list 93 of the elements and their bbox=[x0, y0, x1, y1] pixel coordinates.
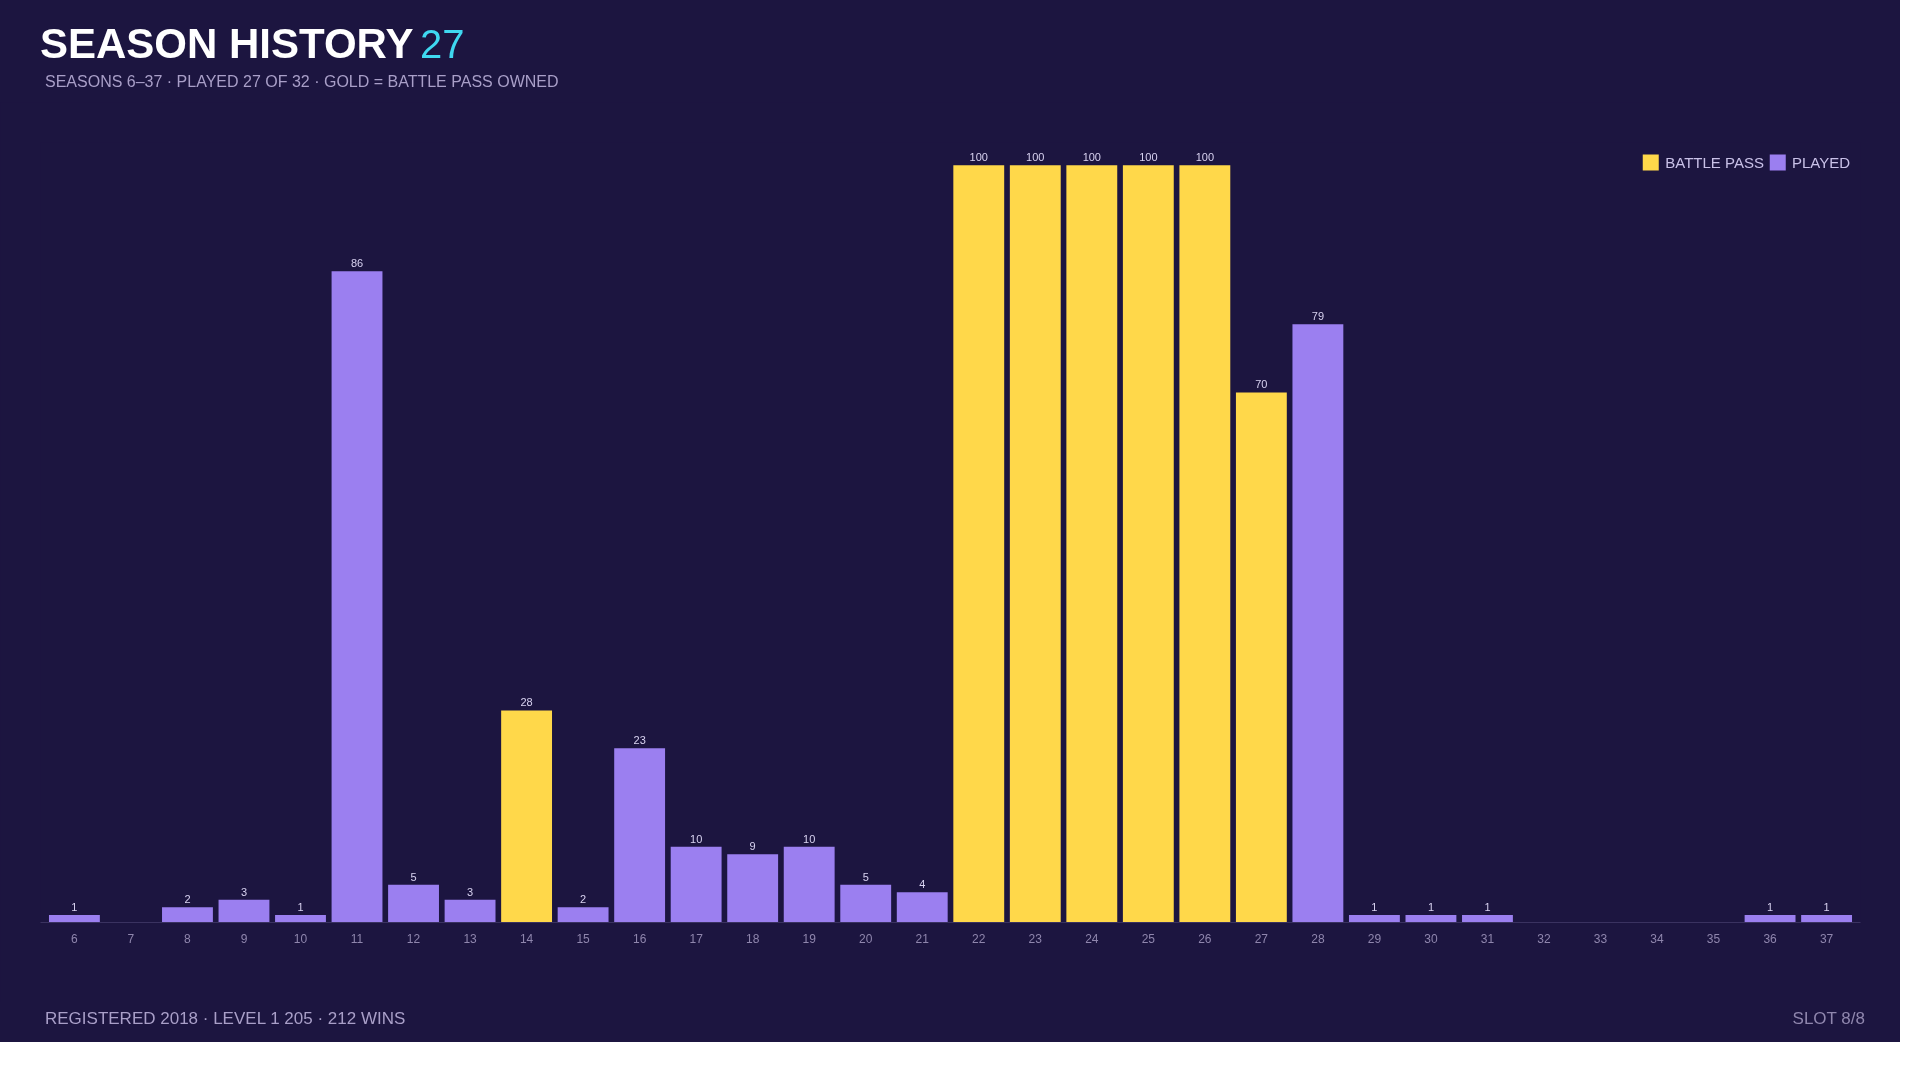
legend-label: BATTLE PASS bbox=[1665, 153, 1764, 171]
bar bbox=[275, 914, 326, 923]
bar bbox=[614, 748, 666, 923]
data-label: 2 bbox=[580, 893, 587, 906]
bar bbox=[953, 165, 1005, 923]
data-label: 79 bbox=[1311, 310, 1325, 323]
data-label: 100 bbox=[969, 151, 988, 164]
bar bbox=[840, 884, 892, 923]
x-tick-label: 27 bbox=[1254, 931, 1269, 946]
bar bbox=[1744, 914, 1796, 923]
x-tick-label: 22 bbox=[972, 931, 986, 946]
bar bbox=[388, 884, 439, 923]
data-label: 1 bbox=[1823, 900, 1830, 913]
x-tick-label: 21 bbox=[915, 931, 930, 946]
x-tick-label: 14 bbox=[519, 931, 534, 946]
x-tick-label: 37 bbox=[1819, 931, 1834, 946]
data-label: 1 bbox=[1767, 900, 1774, 913]
data-label: 1 bbox=[1427, 900, 1434, 913]
bar bbox=[670, 846, 722, 923]
text: SLOT 8/8 bbox=[1792, 1009, 1865, 1028]
bar bbox=[896, 892, 948, 923]
bar bbox=[1122, 165, 1174, 923]
bar bbox=[727, 854, 779, 923]
bar bbox=[1348, 914, 1400, 923]
bar bbox=[1405, 914, 1457, 923]
x-tick-label: 25 bbox=[1141, 931, 1156, 946]
bar bbox=[444, 899, 496, 923]
text: 27 bbox=[420, 22, 465, 66]
bar bbox=[162, 907, 213, 923]
data-label: 1 bbox=[71, 900, 78, 913]
data-label: 4 bbox=[919, 878, 926, 891]
data-label: 70 bbox=[1255, 378, 1268, 391]
x-tick-label: 16 bbox=[632, 931, 647, 946]
text: REGISTERED 2018 · LEVEL 1 205 · 212 WINS bbox=[45, 1009, 406, 1028]
x-tick-label: 20 bbox=[859, 931, 873, 946]
x-tick-label: 29 bbox=[1367, 931, 1382, 946]
data-label: 3 bbox=[467, 885, 474, 898]
data-label: 10 bbox=[690, 832, 703, 845]
chart-subtitle: SEASONS 6–37 · PLAYED 27 OF 32 · GOLD = BATTLE PASS OWNED bbox=[45, 73, 559, 90]
x-tick-label: 19 bbox=[802, 931, 817, 946]
x-tick-label: 35 bbox=[1706, 931, 1721, 946]
x-tick-label: 9 bbox=[240, 931, 248, 946]
x-tick-label: 6 bbox=[71, 931, 79, 946]
x-tick-label: 32 bbox=[1537, 931, 1551, 946]
x-tick-label: 18 bbox=[746, 931, 760, 946]
x-tick-label: 17 bbox=[689, 931, 704, 946]
x-tick-label: 12 bbox=[406, 931, 421, 946]
x-tick-label: 26 bbox=[1198, 931, 1212, 946]
data-label: 5 bbox=[862, 870, 869, 883]
bar bbox=[1801, 914, 1853, 923]
x-tick-label: 23 bbox=[1028, 931, 1043, 946]
x-tick-label: 31 bbox=[1480, 931, 1495, 946]
bar bbox=[1462, 914, 1513, 923]
data-label: 23 bbox=[633, 734, 646, 747]
x-tick-label: 15 bbox=[576, 931, 591, 946]
x-tick-label: 24 bbox=[1085, 931, 1099, 946]
chart-title: SEASON HISTORY bbox=[40, 20, 414, 67]
bar bbox=[557, 907, 609, 923]
data-label: 10 bbox=[803, 832, 816, 845]
bar bbox=[1235, 392, 1287, 923]
x-tick-label: 8 bbox=[184, 931, 192, 946]
data-label: 2 bbox=[184, 893, 191, 906]
x-tick-label: 7 bbox=[127, 931, 135, 946]
data-label: 5 bbox=[410, 870, 417, 883]
data-label: 100 bbox=[1026, 151, 1045, 164]
bar bbox=[1009, 165, 1061, 923]
bar bbox=[1179, 165, 1231, 923]
bar bbox=[218, 899, 270, 923]
data-label: 86 bbox=[350, 257, 364, 270]
x-tick-label: 10 bbox=[293, 931, 308, 946]
data-label: 1 bbox=[1371, 900, 1378, 913]
data-label: 9 bbox=[749, 840, 756, 853]
data-label: 3 bbox=[240, 885, 248, 898]
legend-label: PLAYED bbox=[1791, 153, 1850, 171]
data-label: 28 bbox=[520, 696, 533, 709]
x-tick-label: 33 bbox=[1593, 931, 1608, 946]
bar bbox=[331, 271, 383, 923]
x-tick-label: 11 bbox=[350, 931, 364, 946]
x-tick-label: 30 bbox=[1424, 931, 1438, 946]
x-tick-label: 34 bbox=[1650, 931, 1665, 946]
x-tick-label: 28 bbox=[1311, 931, 1325, 946]
data-label: 100 bbox=[1082, 151, 1101, 164]
data-label: 1 bbox=[297, 900, 304, 913]
data-label: 1 bbox=[1484, 900, 1491, 913]
data-label: 100 bbox=[1139, 151, 1158, 164]
bar bbox=[1066, 165, 1118, 923]
bar bbox=[48, 914, 100, 923]
bar bbox=[1292, 324, 1344, 923]
x-tick-label: 36 bbox=[1763, 931, 1778, 946]
bar bbox=[783, 846, 835, 923]
data-label: 100 bbox=[1195, 151, 1215, 164]
bar bbox=[501, 710, 553, 923]
x-tick-label: 13 bbox=[463, 931, 478, 946]
